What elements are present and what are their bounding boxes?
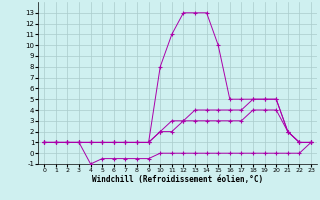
X-axis label: Windchill (Refroidissement éolien,°C): Windchill (Refroidissement éolien,°C) [92, 175, 263, 184]
